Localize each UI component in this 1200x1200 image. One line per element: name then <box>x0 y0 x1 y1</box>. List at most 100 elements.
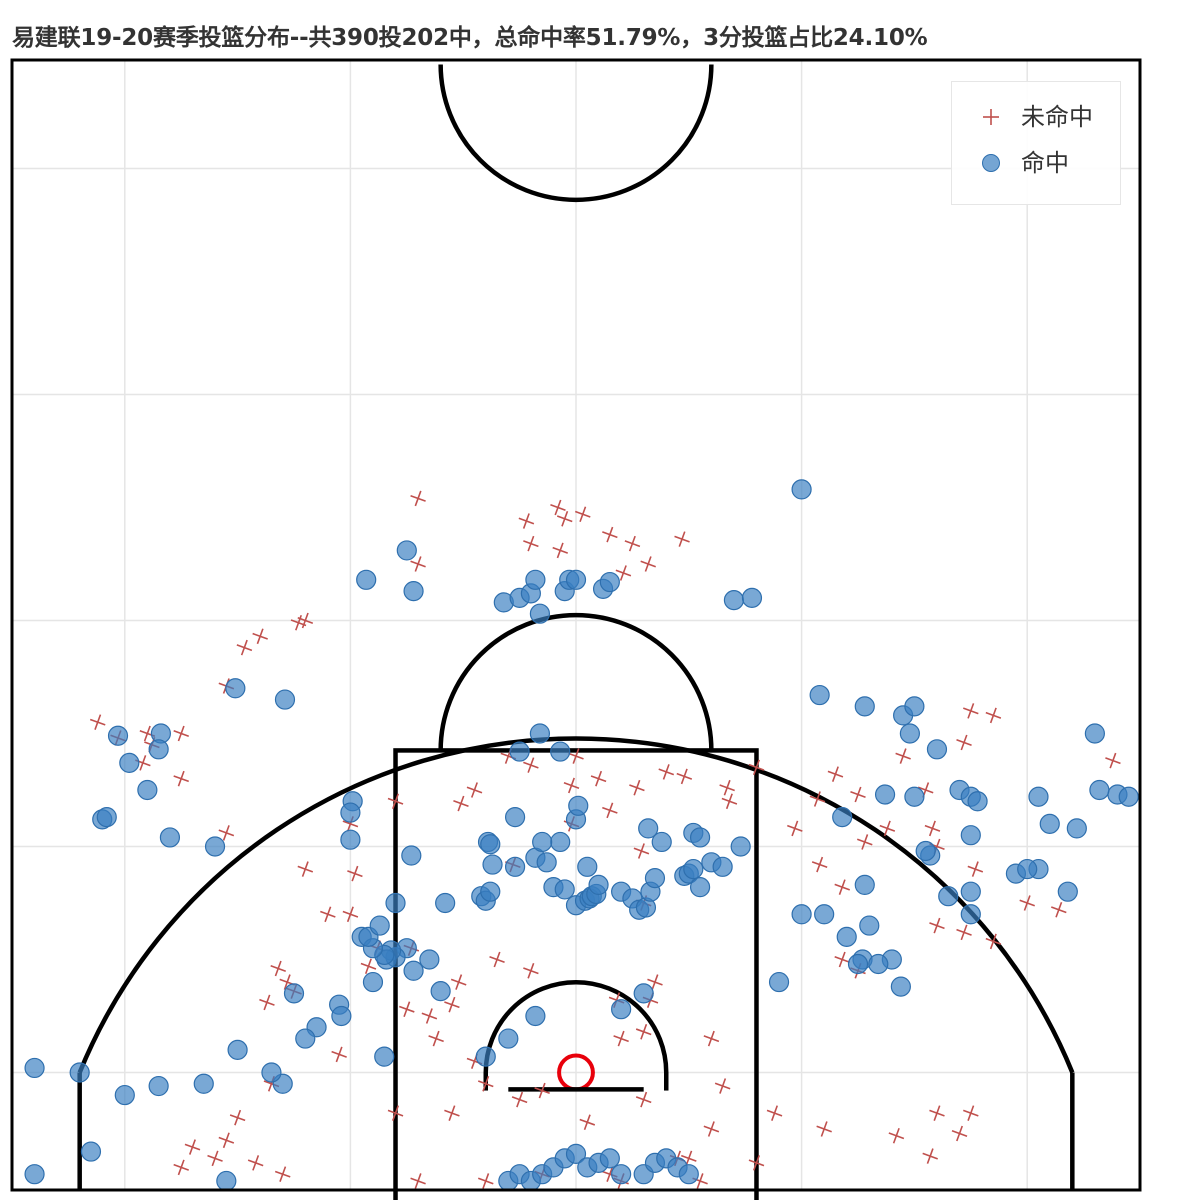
make-point <box>1057 881 1078 902</box>
make-point <box>274 689 296 710</box>
circle-marker-icon <box>982 154 1000 172</box>
miss-point <box>766 1105 783 1121</box>
make-point <box>475 1046 496 1067</box>
make-point <box>1039 813 1060 834</box>
make-point <box>814 904 835 925</box>
make-point <box>938 886 959 907</box>
make-point <box>689 827 711 848</box>
miss-point <box>719 779 735 796</box>
miss-point <box>613 1030 629 1047</box>
legend-item-make: 命中 <box>0 148 1069 178</box>
make-point <box>340 829 361 850</box>
make-point <box>915 840 936 862</box>
miss-point <box>888 1127 905 1144</box>
make-point <box>504 856 526 877</box>
miss-point <box>236 639 253 656</box>
make-point <box>107 725 129 746</box>
make-point <box>633 983 654 1004</box>
miss-point <box>951 1125 968 1142</box>
miss-point <box>676 768 693 785</box>
make-point <box>565 569 587 590</box>
miss-point <box>967 861 984 877</box>
miss-point <box>421 1008 438 1024</box>
miss-point <box>556 510 573 527</box>
make-point <box>644 868 666 889</box>
miss-point <box>579 1114 596 1130</box>
make-point <box>577 856 598 877</box>
make-point <box>204 836 226 857</box>
make-point <box>768 971 790 993</box>
chart-title: 易建联19-20赛季投篮分布--共390投202中，总命中率51.79%，3分投… <box>12 25 928 51</box>
miss-point <box>511 1091 528 1108</box>
miss-point <box>563 777 580 794</box>
make-point <box>791 904 812 925</box>
make-point <box>529 603 551 624</box>
make-point <box>482 854 503 875</box>
make-point <box>148 1075 169 1097</box>
miss-point <box>602 802 618 819</box>
make-point <box>419 949 440 970</box>
make-point <box>362 971 384 993</box>
miss-point <box>635 1024 652 1040</box>
make-point <box>832 806 853 828</box>
miss-point <box>615 565 632 581</box>
miss-point <box>647 974 663 990</box>
miss-point <box>523 535 539 552</box>
miss-point <box>450 974 467 990</box>
make-point <box>96 806 117 828</box>
make-point <box>550 831 571 853</box>
make-point <box>926 739 948 760</box>
make-point <box>741 587 763 608</box>
miss-point <box>410 1173 426 1189</box>
miss-point <box>387 793 404 810</box>
make-point <box>960 904 981 925</box>
make-point <box>1017 858 1038 880</box>
miss-point <box>922 1148 938 1164</box>
miss-point <box>681 1150 697 1167</box>
miss-point <box>879 820 896 837</box>
miss-point <box>574 506 591 523</box>
make-point <box>159 827 181 848</box>
miss-point <box>703 1121 720 1137</box>
miss-point <box>985 707 1002 724</box>
make-point <box>588 874 609 896</box>
shot-points <box>24 479 1139 1192</box>
miss-point <box>466 782 483 798</box>
miss-point <box>1050 901 1067 918</box>
miss-point <box>331 1046 347 1063</box>
miss-point <box>809 791 826 807</box>
miss-point <box>523 962 539 979</box>
miss-point <box>173 725 189 742</box>
miss-point <box>1105 752 1121 769</box>
miss-point <box>347 865 363 882</box>
make-point <box>904 786 925 807</box>
make-point <box>24 1057 45 1079</box>
make-point <box>498 1028 519 1049</box>
make-point <box>529 723 551 744</box>
make-point <box>611 999 632 1020</box>
make-point <box>403 580 424 602</box>
miss-point <box>274 1166 291 1182</box>
make-point <box>283 983 305 1004</box>
miss-point <box>748 1155 765 1171</box>
miss-point <box>624 535 641 552</box>
make-point <box>148 739 169 760</box>
plot-frame <box>10 58 1142 1192</box>
legend-item-miss: 未命中 <box>0 102 1093 132</box>
make-point <box>730 836 751 857</box>
miss-point <box>518 513 535 529</box>
miss-point <box>428 1030 444 1047</box>
make-point <box>137 779 158 801</box>
make-point <box>859 915 880 936</box>
miss-point <box>552 542 568 559</box>
make-point <box>723 590 745 611</box>
legend-label-make: 命中 <box>1021 149 1069 177</box>
make-point <box>554 879 575 900</box>
miss-point <box>963 703 979 719</box>
make-point <box>216 1170 237 1192</box>
miss-point <box>410 490 426 507</box>
make-point <box>295 1028 316 1049</box>
make-point <box>227 1039 248 1060</box>
make-point <box>638 818 659 839</box>
